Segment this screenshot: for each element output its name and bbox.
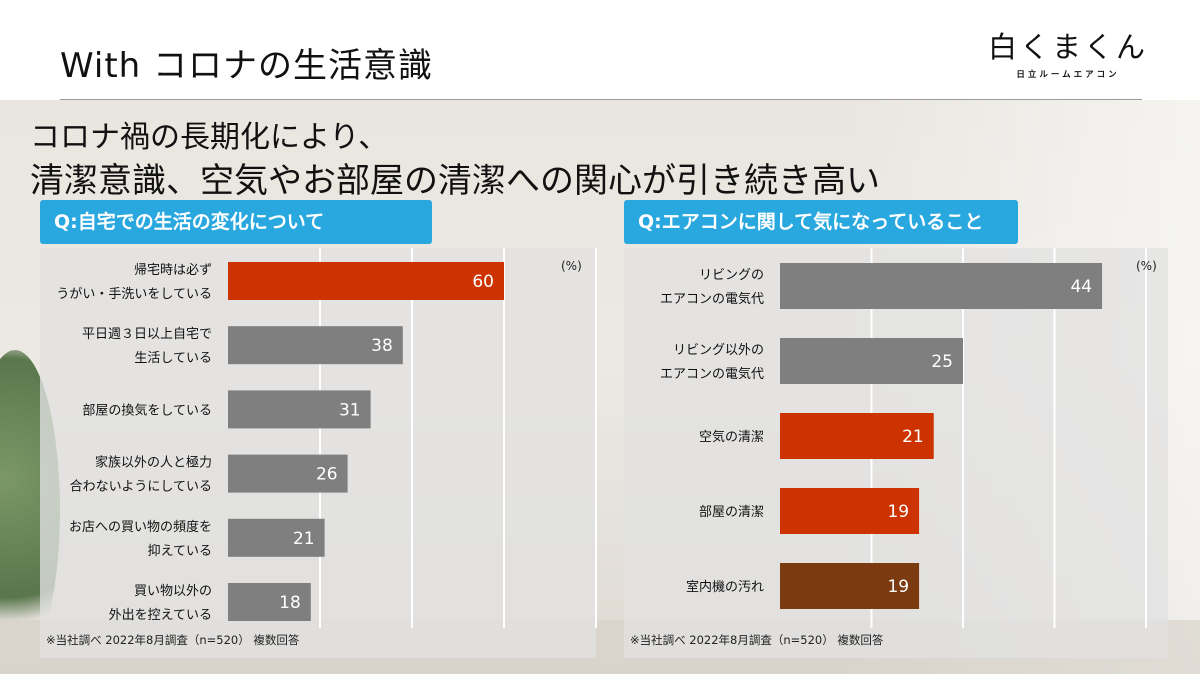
bar bbox=[780, 563, 920, 609]
bar bbox=[780, 413, 934, 459]
bar bbox=[780, 263, 1103, 309]
header-divider bbox=[60, 99, 1142, 100]
category-label: 合わないようにしている bbox=[70, 480, 212, 495]
headline-line-2: 清潔意識、空気やお部屋の清潔への関心が引き続き高い bbox=[30, 161, 880, 201]
category-label: うがい・手洗いをしている bbox=[56, 287, 212, 302]
data-label: 38 bbox=[371, 336, 393, 356]
bar bbox=[228, 518, 325, 557]
bar bbox=[780, 338, 963, 384]
bar-chart-aircon-concerns: 44リビングのエアコンの電気代25リビング以外のエアコンの電気代21空気の清潔1… bbox=[660, 248, 1147, 628]
category-label: 生活している bbox=[134, 351, 212, 366]
category-label: 平日週３日以上自宅で bbox=[82, 327, 212, 342]
brand-logo: 白くまくん bbox=[988, 30, 1149, 64]
bar bbox=[228, 262, 504, 300]
bar bbox=[228, 326, 403, 365]
data-label: 21 bbox=[293, 529, 315, 549]
bar bbox=[228, 454, 348, 493]
data-label: 25 bbox=[931, 352, 953, 372]
category-label: 抑えている bbox=[148, 544, 212, 559]
data-label: 31 bbox=[339, 400, 361, 420]
survey-note-right: ※当社調べ 2022年8月調査（n=520） 複数回答 bbox=[630, 633, 884, 647]
data-label: 21 bbox=[902, 427, 924, 447]
data-label: 18 bbox=[279, 593, 301, 613]
headline-line-1: コロナ禍の長期化により、 bbox=[30, 120, 389, 155]
bar bbox=[228, 390, 371, 429]
bar bbox=[228, 583, 311, 621]
category-label: 部屋の清潔 bbox=[699, 505, 764, 520]
data-label: 60 bbox=[472, 272, 494, 292]
header-band bbox=[0, 0, 1200, 100]
data-label: 19 bbox=[887, 502, 909, 522]
category-label: エアコンの電気代 bbox=[660, 366, 764, 382]
chart-title-left: Q:自宅での生活の変化について bbox=[40, 200, 432, 244]
data-label: 44 bbox=[1070, 277, 1092, 297]
unit-label-left: (%) bbox=[561, 259, 582, 273]
unit-label-right: (%) bbox=[1136, 259, 1157, 273]
survey-note-left: ※当社調べ 2022年8月調査（n=520） 複数回答 bbox=[46, 633, 300, 647]
category-label: 買い物以外の bbox=[134, 584, 212, 599]
category-label: 室内機の汚れ bbox=[686, 579, 764, 595]
brand-logo-block: 白くまくん 日立ルームエアコン bbox=[988, 30, 1148, 80]
category-label: 帰宅時は必ず bbox=[134, 262, 212, 278]
category-label: 部屋の換気をしている bbox=[82, 402, 212, 418]
bar bbox=[780, 488, 920, 534]
slide-title: With コロナの生活意識 bbox=[60, 46, 434, 86]
category-label: リビング以外の bbox=[673, 343, 764, 358]
category-label: エアコンの電気代 bbox=[660, 291, 764, 307]
data-label: 19 bbox=[887, 577, 909, 597]
brand-subtitle: 日立ルームエアコン bbox=[1016, 70, 1120, 80]
chart-title-right: Q:エアコンに関して気になっていること bbox=[624, 200, 1018, 244]
category-label: 空気の清潔 bbox=[699, 429, 764, 445]
data-label: 26 bbox=[316, 465, 338, 485]
category-label: 家族以外の人と極力 bbox=[95, 455, 212, 471]
category-label: お店への買い物の頻度を bbox=[69, 519, 212, 535]
category-label: 外出を控えている bbox=[109, 608, 212, 623]
category-label: リビングの bbox=[699, 268, 764, 283]
